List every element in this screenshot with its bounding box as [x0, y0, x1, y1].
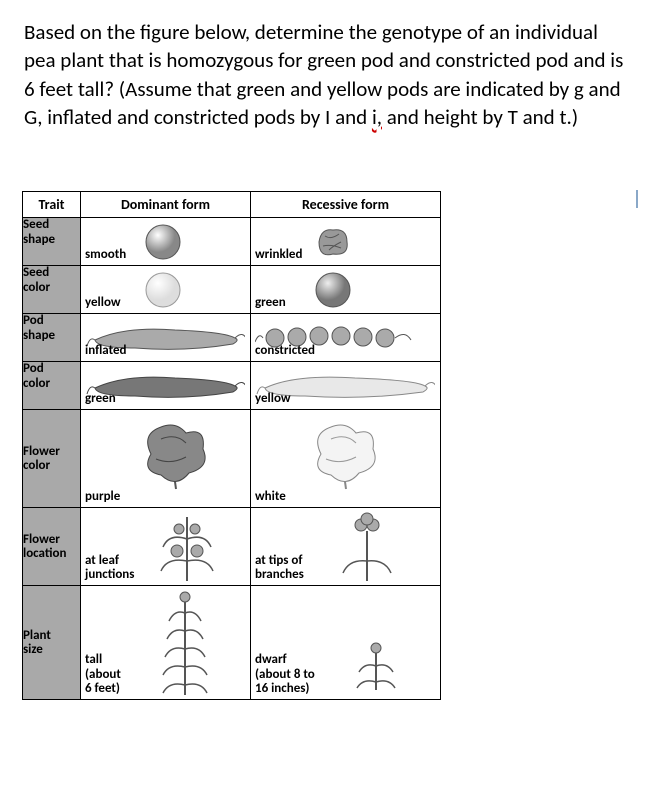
dominant-cell: purple: [81, 410, 251, 508]
dominant-label: yellow: [85, 296, 121, 310]
table-row: Seedcolor yellow green: [23, 266, 441, 314]
flower-terminal-icon: [327, 510, 436, 583]
table-row: Podcolor green yellow: [23, 362, 441, 410]
dominant-label: tall(about6 feet): [85, 653, 121, 696]
question-text: Based on the figure below, determine the…: [24, 18, 630, 131]
recessive-label: green: [255, 296, 286, 310]
recessive-cell: green: [251, 266, 441, 314]
seed-smooth-icon: [141, 220, 246, 263]
table-row: Flowerlocation at leafjunctions at tips …: [23, 508, 441, 586]
dominant-cell: green: [81, 362, 251, 410]
dominant-label: smooth: [85, 248, 126, 262]
header-dominant: Dominant form: [81, 192, 251, 218]
trait-label: Seedshape: [23, 218, 81, 266]
table-header-row: Trait Dominant form Recessive form: [23, 192, 441, 218]
trait-label: Flowerlocation: [23, 508, 81, 586]
recessive-label: wrinkled: [255, 248, 302, 262]
flower-purple-icon: [131, 414, 246, 505]
plant-tall-icon: [145, 588, 246, 697]
question-wavy-segment: i,: [372, 104, 382, 130]
recessive-label: at tips ofbranches: [255, 554, 304, 583]
dominant-cell: tall(about6 feet): [81, 586, 251, 700]
recessive-cell: yellow: [251, 362, 441, 410]
recessive-label: dwarf(about 8 to16 inches): [255, 653, 315, 696]
plant-dwarf-icon: [341, 636, 436, 693]
side-marker-icon: [636, 190, 642, 208]
header-trait: Trait: [23, 192, 81, 218]
recessive-cell: at tips ofbranches: [251, 508, 441, 586]
recessive-cell: wrinkled: [251, 218, 441, 266]
recessive-cell: dwarf(about 8 to16 inches): [251, 586, 441, 700]
flower-axial-icon: [147, 510, 246, 583]
question-part-2: and height by T and t.): [382, 104, 578, 130]
dominant-label: at leafjunctions: [85, 554, 134, 583]
recessive-label: constricted: [255, 344, 315, 358]
seed-wrinkled-icon: [311, 220, 436, 263]
trait-label: Podshape: [23, 314, 81, 362]
dominant-label: inflated: [85, 344, 126, 358]
trait-label: Plantsize: [23, 586, 81, 700]
recessive-label: white: [255, 490, 286, 504]
dominant-label: purple: [85, 490, 120, 504]
trait-label: Seedcolor: [23, 266, 81, 314]
header-recessive: Recessive form: [251, 192, 441, 218]
trait-label: Flowercolor: [23, 410, 81, 508]
table-row: Flowercolor purple white: [23, 410, 441, 508]
table-row: Plantsize tall(about6 feet) dwarf(about …: [23, 586, 441, 700]
dominant-label: green: [85, 392, 116, 406]
dominant-cell: inflated: [81, 314, 251, 362]
table-row: Podshape inflated constricted: [23, 314, 441, 362]
dominant-cell: yellow: [81, 266, 251, 314]
table-row: Seedshape smooth wrinkled: [23, 218, 441, 266]
flower-white-icon: [301, 414, 436, 505]
seed-yellow-icon: [141, 268, 246, 311]
trait-label: Podcolor: [23, 362, 81, 410]
recessive-label: yellow: [255, 392, 291, 406]
dominant-cell: at leafjunctions: [81, 508, 251, 586]
traits-table: Trait Dominant form Recessive form Seeds…: [22, 191, 441, 700]
recessive-cell: white: [251, 410, 441, 508]
seed-green-icon: [311, 268, 436, 311]
page-container: Based on the figure below, determine the…: [0, 0, 654, 700]
recessive-cell: constricted: [251, 314, 441, 362]
dominant-cell: smooth: [81, 218, 251, 266]
